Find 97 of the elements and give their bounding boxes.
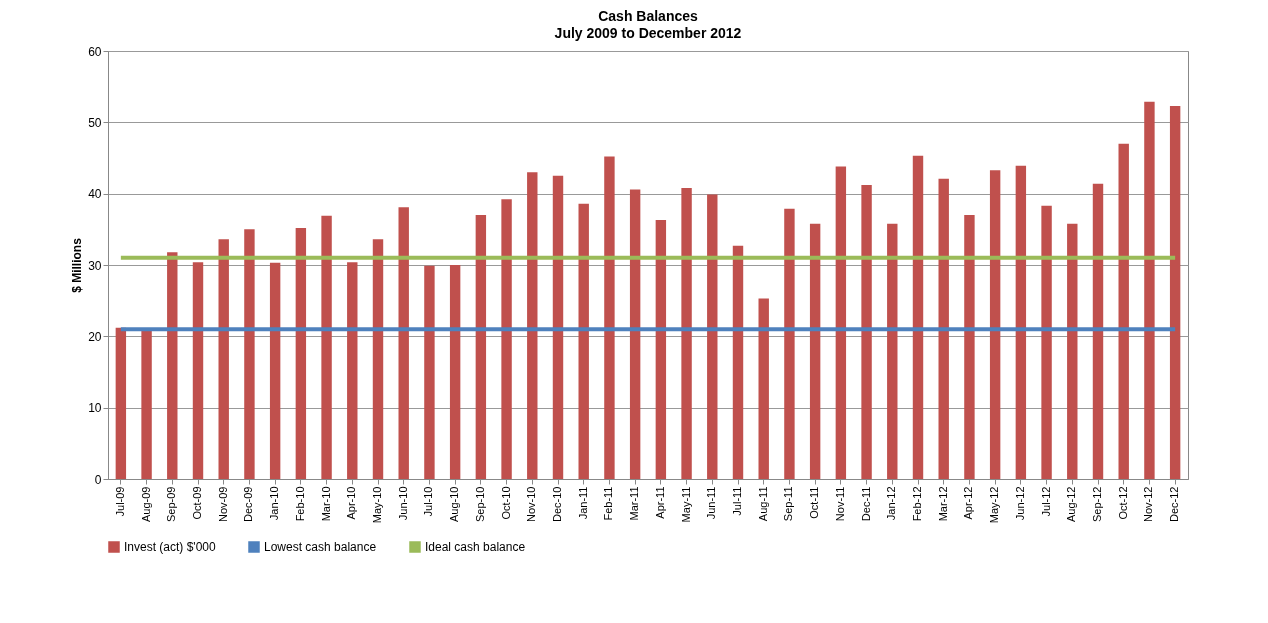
x-tick-label: Oct-09 [191,486,203,520]
bar [1144,101,1155,479]
x-tick-label: Mar-11 [628,486,641,521]
x-tick-label: Aug-11 [756,486,769,522]
bar [655,220,667,479]
legend-label: Lowest cash balance [264,540,377,554]
y-tick-label: 0 [94,472,102,487]
bar [1118,143,1129,479]
bar [912,155,924,479]
bar [938,178,949,479]
x-tick-label: Sep-10 [473,486,486,522]
x-tick-label: Sep-11 [782,486,795,522]
y-tick-label: 20 [88,329,102,344]
x-tick-label: Mar-10 [319,486,332,522]
x-tick-label: Nov-12 [1142,486,1155,522]
x-tick-label: Aug-12 [1065,486,1078,522]
bar [964,215,975,479]
bar [732,245,744,479]
bar [1015,165,1027,479]
bar [1067,223,1078,479]
bar [475,215,487,479]
bar [527,172,538,479]
x-tick-label: Mar-12 [936,486,949,522]
x-tick-label: Nov-11 [833,486,846,522]
x-tick-label: Jan-11 [576,486,589,520]
bar [141,330,152,479]
bar [167,252,178,479]
bar [295,227,307,479]
bar [887,223,898,479]
bar [449,265,461,479]
x-tick-label: Oct-11 [808,486,821,519]
bar [1169,105,1181,479]
bar [244,229,255,479]
bar [218,239,229,479]
bar [861,185,872,479]
x-tick-label: Sep-12 [1091,486,1103,522]
x-tick-label: Oct-12 [1116,486,1129,520]
bar [578,203,589,479]
x-tick-label: Apr-11 [653,486,666,519]
x-tick-label: Nov-09 [216,486,229,522]
legend-label: Invest (act) $'000 [124,540,216,554]
x-tick-label: Feb-12 [911,486,923,522]
bar [604,156,615,479]
x-tick-label: Jun-12 [1013,486,1026,521]
bar [758,298,769,479]
bar [835,166,847,479]
x-tick-label: Dec-09 [242,486,255,522]
y-tick-label: 30 [88,258,102,273]
x-tick-label: May-10 [371,486,383,524]
x-tick-label: Dec-10 [551,486,563,522]
bar [1041,205,1052,479]
bar [269,262,281,479]
bar [398,207,409,479]
x-tick-label: Apr-10 [345,486,358,520]
x-tick-label: May-12 [988,486,1001,524]
y-tick-label: 40 [88,187,102,202]
x-tick-label: Jul-12 [1039,486,1052,517]
x-tick-label: Oct-10 [499,486,512,520]
bar [192,262,204,479]
x-tick-label: Aug-09 [139,486,152,522]
x-tick-label: May-11 [679,486,692,523]
x-tick-label: Sep-09 [165,486,178,522]
bar [424,265,435,479]
x-tick-label: Nov-10 [525,486,538,522]
bar [347,262,358,479]
bar [372,239,384,479]
x-tick-label: Jan-12 [885,486,898,521]
x-tick-label: Jan-10 [268,486,281,521]
x-tick-label: Jun-10 [396,486,409,521]
y-tick-label: 60 [88,44,102,59]
bar [321,215,332,479]
bar [809,223,821,479]
x-tick-label: Jun-11 [705,486,718,520]
x-tick-label: Jul-09 [113,486,126,517]
x-tick-label: Jul-11 [731,486,743,516]
chart-subtitle: July 2009 to December 2012 [554,25,742,41]
x-tick-label: Feb-10 [293,486,306,522]
x-tick-label: Dec-12 [1168,486,1181,522]
x-tick-label: Aug-10 [448,486,461,522]
bar [501,199,512,479]
x-tick-label: Apr-12 [962,486,975,520]
bar [784,208,795,479]
x-tick-label: Dec-11 [859,486,872,522]
y-tick-label: 10 [88,401,102,416]
bar [1092,183,1104,479]
y-tick-label: 50 [88,115,102,130]
bar [552,175,564,479]
bar [681,187,692,479]
bar [989,170,1001,479]
x-tick-label: Feb-11 [602,486,615,521]
bar [115,327,127,479]
bar [707,194,718,479]
bar [629,189,641,479]
x-tick-label: Jul-10 [422,486,435,517]
chart-title: Cash Balances [598,8,699,24]
legend-label: Ideal cash balance [425,540,526,554]
y-axis-title: $ Millions [70,237,85,293]
